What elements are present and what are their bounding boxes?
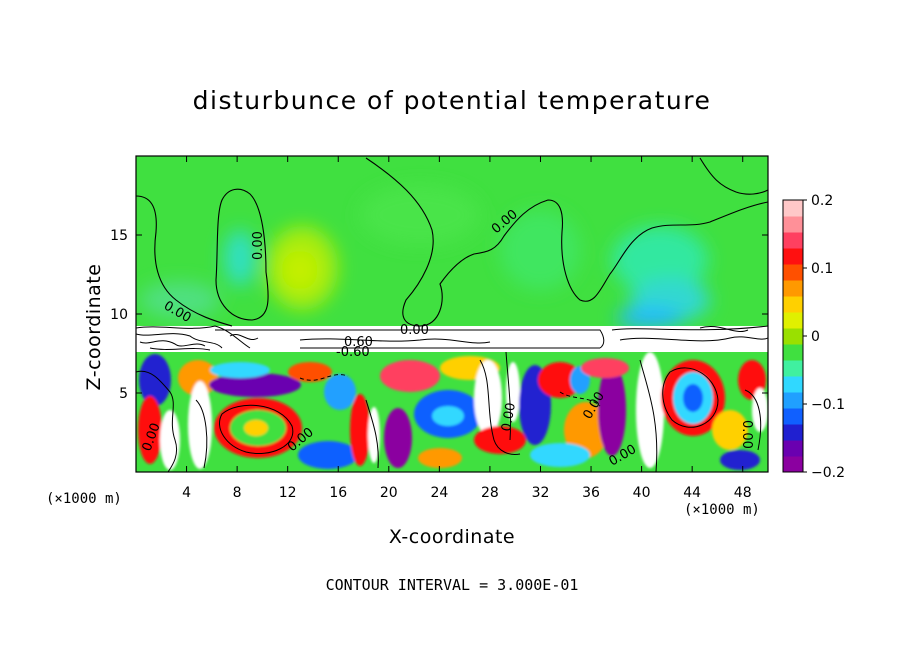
- contour-label: 0.00: [400, 323, 429, 338]
- colorbar-tick-label: 0.1: [811, 261, 833, 277]
- contour-label: 0.00: [499, 402, 519, 433]
- x-tick-label: 4: [182, 485, 191, 501]
- heatmap-field: 0.00 0.00 0.00 0.00 -0.60 0.60 0.00 0.00…: [136, 156, 768, 472]
- x-tick-label: 20: [380, 485, 398, 501]
- colorbar-swatch: [783, 280, 803, 297]
- colorbar-swatch: [783, 376, 803, 393]
- x-tick-label: 12: [279, 485, 297, 501]
- colorbar-swatch: [783, 392, 803, 409]
- lower-blobs: [138, 352, 768, 470]
- colorbar-swatch: [783, 440, 803, 457]
- x-tick-label: 48: [734, 485, 752, 501]
- x-tick-label: 44: [683, 485, 701, 501]
- contour-label: 0.00: [739, 420, 754, 449]
- lower-contours: [136, 351, 762, 472]
- y-axis: 5 10 15: [110, 228, 768, 402]
- colorbar-tick-label: −0.2: [811, 465, 845, 481]
- y-tick-label: 10: [110, 307, 128, 323]
- colorbar-swatch: [783, 360, 803, 377]
- colorbar-tick-label: −0.1: [811, 397, 845, 413]
- upper-contours: [136, 157, 768, 327]
- colorbar-swatch: [783, 456, 803, 473]
- colorbar-swatch: [783, 344, 803, 361]
- x-tick-label: 28: [481, 485, 499, 501]
- colorbar-swatch: [783, 264, 803, 281]
- colorbar-swatch: [783, 296, 803, 313]
- colorbar-swatch: [783, 424, 803, 441]
- x-tick-label: 24: [430, 485, 448, 501]
- colorbar-tick-label: 0.2: [811, 193, 833, 209]
- contour-label: 0.00: [251, 231, 266, 260]
- colorbar-swatch: [783, 328, 803, 345]
- colorbar: 0.2 0.1 0 −0.1 −0.2: [782, 193, 845, 481]
- x-tick-label: 16: [329, 485, 347, 501]
- x-tick-label: 40: [633, 485, 651, 501]
- colorbar-swatch: [783, 232, 803, 249]
- y-tick-label: 5: [119, 386, 128, 402]
- transition-contours: [136, 325, 768, 351]
- contour-label: 0.60: [344, 335, 373, 350]
- colorbar-swatch: [783, 312, 803, 329]
- upper-blobs: [140, 185, 710, 328]
- y-tick-label: 15: [110, 228, 128, 244]
- colorbar-swatch: [783, 408, 803, 425]
- chart-title: disturbunce of potential temperature: [192, 86, 712, 115]
- z-unit-label: (×1000 m): [46, 491, 122, 507]
- colorbar-swatch: [783, 200, 803, 217]
- colorbar-tick-label: 0: [811, 329, 820, 345]
- colorbar-swatch: [783, 216, 803, 233]
- contour-interval-note: CONTOUR INTERVAL = 3.000E-01: [325, 576, 579, 594]
- colorbar-swatch: [783, 248, 803, 265]
- x-axis: 4 8 12 16 20 24 28 32 36 40 44 48: [182, 156, 752, 501]
- x-tick-label: 32: [532, 485, 550, 501]
- x-tick-label: 8: [233, 485, 242, 501]
- x-axis-label: X-coordinate: [388, 526, 516, 548]
- contour-label: -0.60: [336, 345, 370, 360]
- x-tick-label: 36: [582, 485, 600, 501]
- x-unit-label: (×1000 m): [684, 502, 760, 518]
